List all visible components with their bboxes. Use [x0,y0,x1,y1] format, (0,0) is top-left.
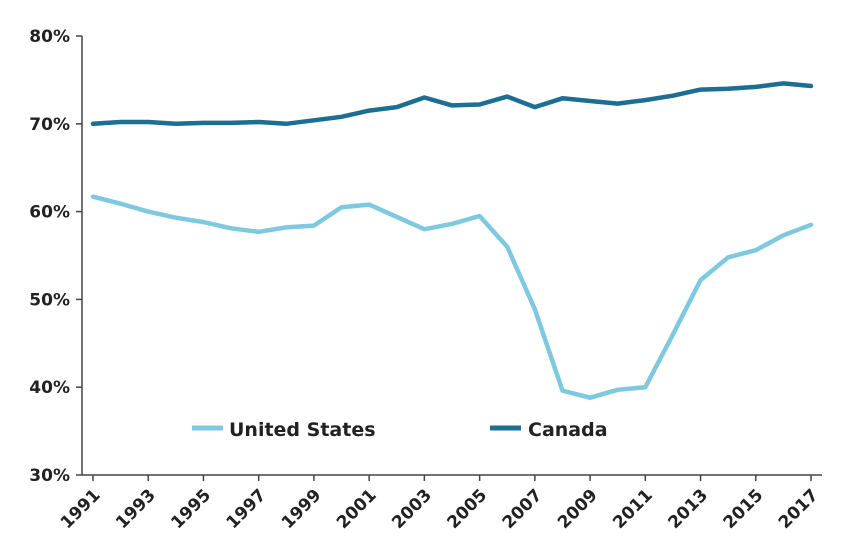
x-tick-label: 2005 [444,485,492,533]
y-tick-label: 40% [29,378,70,398]
x-tick-label: 2013 [664,485,712,533]
series-line-canada [90,81,814,127]
x-tick-label: 2001 [333,485,381,533]
x-ticks: 1991 1993 1995 1997 1999 2001 2003 2005 2007 2009… [57,475,823,533]
x-tick-label: 1993 [112,485,160,533]
x-tick-label: 2011 [609,485,657,533]
axes [81,36,822,476]
x-tick-label: 1999 [278,485,326,533]
x-tick-label: 1997 [223,485,271,533]
legend: United States Canada [192,419,608,441]
y-ticks: 30% 40% 50% 60% 70% 80% [29,27,82,486]
legend-label-united-states: United States [229,419,376,441]
series-line-united-states [90,194,814,400]
x-tick-label: 2009 [554,485,602,533]
legend-label-canada: Canada [528,419,608,441]
x-tick-label: 1995 [167,485,215,533]
x-tick-label: 2003 [388,485,436,533]
y-tick-label: 30% [29,466,70,486]
x-tick-label: 1991 [57,485,105,533]
x-tick-label: 2015 [720,485,768,533]
x-tick-label: 2007 [499,485,547,533]
y-tick-label: 50% [29,290,70,310]
x-tick-label: 2017 [775,485,823,533]
y-tick-label: 80% [29,27,70,47]
y-tick-label: 70% [29,115,70,135]
y-tick-label: 60% [29,203,70,223]
series-layer [90,81,814,400]
